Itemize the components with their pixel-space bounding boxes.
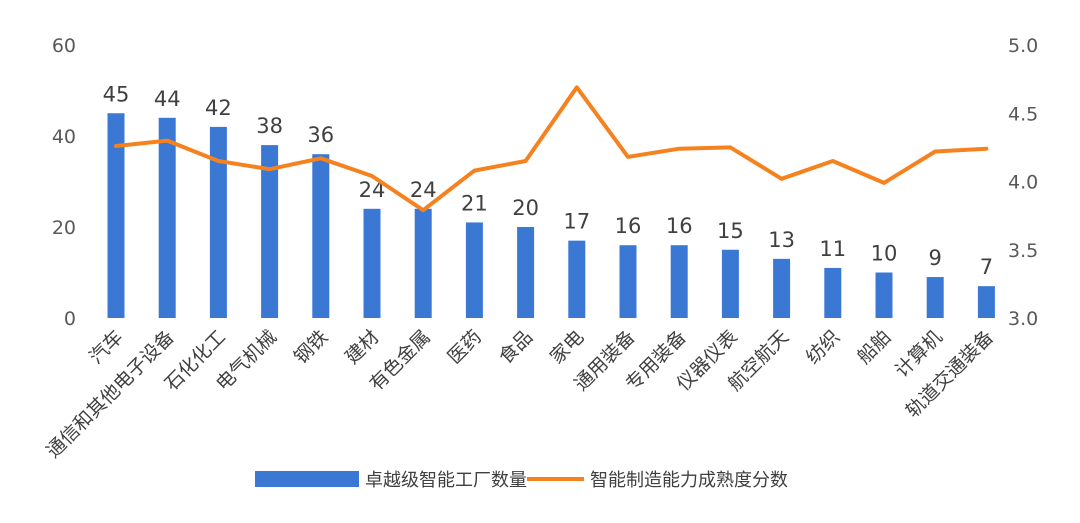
bar: [363, 208, 381, 318]
y-left-tick-label: 20: [52, 217, 76, 239]
bar: [619, 245, 637, 318]
y-right-tick-label: 3.5: [1008, 240, 1038, 262]
legend-swatch-bar: [255, 471, 359, 487]
bar-data-label: 20: [512, 196, 539, 220]
category-label: 医药: [443, 326, 485, 368]
y-left-tick-label: 60: [52, 35, 76, 57]
bar-data-label: 16: [615, 214, 642, 238]
bar-data-label: 9: [929, 246, 942, 270]
y-axis-right: 3.0 3.5 4.0 4.5 5.0: [1008, 35, 1038, 330]
bar: [261, 145, 279, 318]
legend: 卓越级智能工厂数量 智能制造能力成熟度分数: [255, 470, 788, 491]
y-left-tick-label: 0: [64, 308, 76, 330]
bar-data-label: 11: [819, 237, 846, 261]
bar-data-label: 7: [980, 255, 993, 279]
bar-series: [107, 113, 995, 319]
bar-data-label: 13: [768, 228, 795, 252]
bar-data-label: 15: [717, 219, 744, 243]
bar: [875, 272, 893, 318]
bar: [773, 258, 791, 318]
y-right-tick-label: 5.0: [1008, 35, 1038, 57]
bar-data-label: 10: [871, 242, 898, 266]
bar: [721, 249, 739, 318]
legend-label-bar: 卓越级智能工厂数量: [365, 470, 527, 491]
bar-data-label: 16: [666, 214, 693, 238]
bar: [107, 113, 125, 318]
y-axis-left: 0 20 40 60: [52, 35, 76, 330]
bar-data-label: 24: [410, 178, 437, 202]
bar-data-label: 44: [154, 87, 181, 111]
y-right-tick-label: 4.5: [1008, 103, 1038, 125]
bar: [517, 227, 535, 318]
bar: [977, 286, 995, 318]
bar-data-label: 21: [461, 191, 488, 215]
bar: [824, 267, 842, 318]
bar-data-label: 42: [205, 96, 232, 120]
legend-label-line: 智能制造能力成熟度分数: [590, 470, 788, 491]
bar: [568, 240, 586, 318]
category-label: 食品: [495, 326, 537, 368]
bar: [670, 245, 688, 318]
y-right-tick-label: 3.0: [1008, 308, 1038, 330]
bar: [209, 126, 227, 319]
bar-data-label: 38: [256, 114, 283, 138]
bar: [414, 208, 432, 318]
category-label: 汽车: [85, 326, 127, 368]
category-label: 家电: [546, 326, 588, 368]
category-label: 纺织: [802, 326, 844, 368]
bar-data-label: 17: [563, 210, 590, 234]
y-left-tick-label: 40: [52, 126, 76, 148]
bar: [158, 117, 176, 318]
category-label: 钢铁: [290, 326, 332, 368]
category-label: 建材: [341, 326, 383, 368]
bar-data-label: 45: [103, 82, 130, 106]
bar: [465, 222, 483, 318]
bar: [926, 277, 944, 318]
y-right-tick-label: 4.0: [1008, 172, 1038, 194]
bar-data-label: 36: [307, 123, 334, 147]
bar: [312, 154, 330, 318]
line-series-score: [114, 85, 989, 213]
category-label: 船舶: [853, 326, 895, 368]
